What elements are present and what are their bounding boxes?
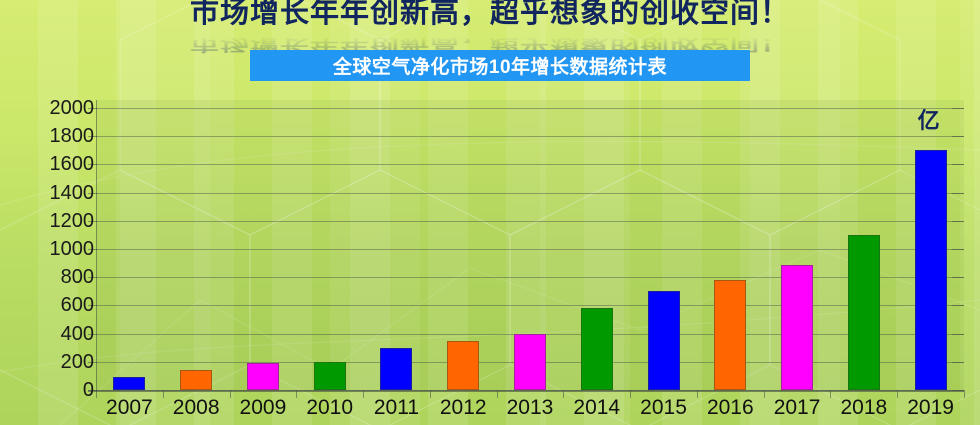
bar [647,291,680,390]
y-axis-label: 800 [60,266,94,289]
gridline [96,192,964,194]
y-axis-label: 1400 [49,181,95,204]
y-axis-tick-right [952,220,964,222]
x-axis-tick [229,390,231,398]
x-axis-label: 2007 [106,396,153,419]
bar [781,264,814,390]
x-axis-label: 2014 [573,396,621,419]
gridline [96,108,964,109]
gridline [96,249,964,250]
x-axis-tick [563,390,565,398]
x-axis-tick [630,390,632,398]
bar [514,333,546,390]
y-axis-tick [88,361,97,363]
x-axis-label: 2010 [306,396,354,419]
x-axis-label: 2013 [506,396,554,419]
gridline [96,390,964,391]
bar [380,347,413,390]
x-axis-tick [897,390,899,398]
x-axis-label: 2018 [840,396,888,419]
y-axis-tick [88,249,97,250]
x-axis-label: 2019 [907,396,954,419]
y-axis-label: 2000 [49,97,95,119]
x-axis-tick [296,390,298,398]
y-axis-label: 1800 [49,125,95,148]
y-axis-label: 400 [60,322,94,345]
y-axis-tick [88,136,97,138]
unit-label: 亿 [917,108,940,133]
bar [847,234,880,390]
bar [180,370,213,390]
x-axis-tick [96,390,97,398]
x-axis-tick [763,390,765,398]
y-axis-tick [88,164,97,166]
y-axis-tick [88,108,97,109]
y-axis-label: 0 [82,379,94,401]
x-axis-tick [964,390,965,398]
gridline [96,220,964,222]
x-axis-label: 2012 [439,396,487,419]
y-axis-label: 1600 [49,153,95,176]
y-axis-tick-right [952,390,964,391]
y-axis-tick [88,220,97,222]
x-axis-tick [830,390,832,398]
y-axis-tick-right [952,164,964,166]
y-axis-label: 1200 [49,209,95,232]
y-axis-tick-right [952,305,964,307]
y-axis-tick-right [952,136,964,138]
x-axis-label: 2015 [640,396,687,419]
y-axis-tick [88,192,97,194]
x-axis-tick [363,390,365,398]
bar [313,361,346,390]
bar [714,280,747,390]
y-axis-tick [88,333,97,335]
y-axis-tick-right [952,361,964,363]
x-axis-label: 2016 [706,396,754,419]
chart-title-banner-label: 全球空气净化市场10年增长数据统计表 [332,57,668,78]
bar [580,308,613,390]
x-axis-tick [496,390,498,398]
y-axis-tick-right [952,277,964,279]
gridline [96,136,964,138]
gridline [96,305,964,307]
y-axis-tick-right [952,192,964,194]
x-axis-line [88,390,964,392]
y-axis-tick [88,305,97,307]
bar [246,362,279,390]
y-axis-label: 600 [60,294,94,317]
bar [914,150,947,390]
y-axis-line [96,100,97,392]
gridline [96,277,964,279]
x-axis-label: 2011 [373,396,420,419]
y-axis-label: 1000 [49,238,95,260]
x-axis-label: 2009 [239,396,287,419]
x-axis-tick [429,390,431,398]
bar [113,377,146,390]
y-axis-tick-right [952,249,964,250]
x-axis-label: 2017 [773,396,821,419]
y-axis-tick [88,390,97,391]
x-axis-tick [162,390,164,398]
chart-title-banner: 全球空气净化市场10年增长数据统计表 [250,50,750,81]
gridline [96,164,964,166]
bar [447,341,480,390]
y-axis-label: 200 [60,350,94,373]
y-axis-tick [88,277,97,279]
x-axis-tick [696,390,698,398]
y-axis-tick-right [952,108,964,109]
x-axis-label: 2008 [172,396,220,419]
y-axis-tick-right [952,333,964,335]
